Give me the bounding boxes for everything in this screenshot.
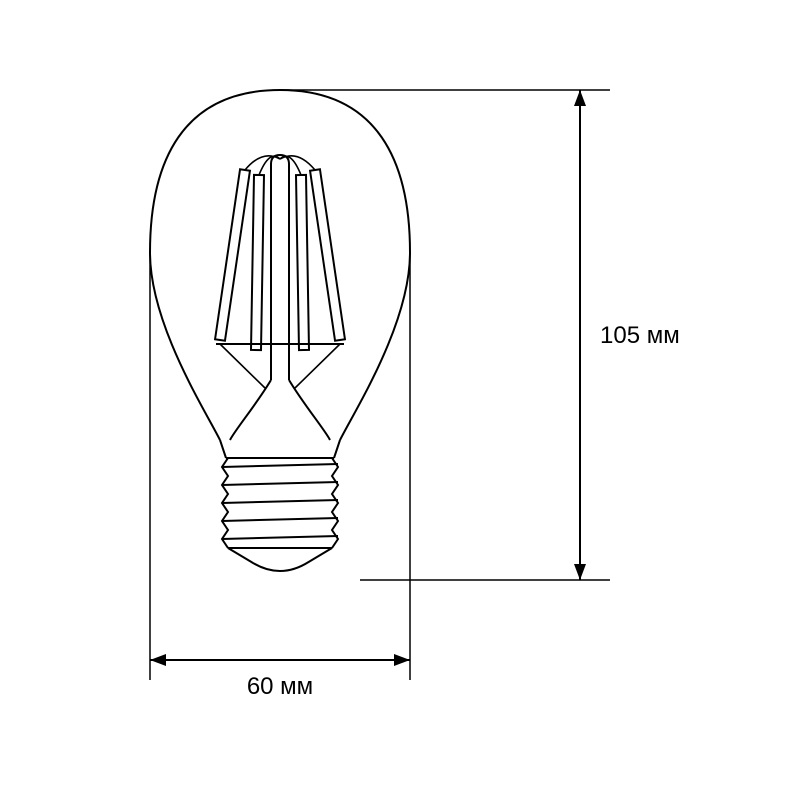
- filament-support-wire: [259, 156, 280, 175]
- filament-rod-inner-right: [296, 175, 309, 350]
- stem-flare-right: [289, 380, 330, 440]
- stem-flare-left: [230, 380, 271, 440]
- screw-thread: [222, 500, 338, 503]
- filament-rod-inner-left: [251, 175, 264, 350]
- bulb-technical-drawing: 105 мм 60 мм: [0, 0, 800, 800]
- dim-label-width: 60 мм: [247, 673, 313, 700]
- screw-right: [332, 458, 338, 548]
- arrowhead-left: [150, 654, 166, 666]
- filament-stem: [271, 155, 289, 380]
- bulb-glass-right: [280, 90, 410, 440]
- screw-thread: [222, 518, 338, 521]
- filament-rod-outer-left: [215, 169, 250, 340]
- screw-tip: [228, 548, 332, 571]
- arrowhead-down: [574, 564, 586, 580]
- screw-thread: [222, 536, 338, 539]
- arrowhead-right: [394, 654, 410, 666]
- dim-label-height: 105 мм: [600, 322, 680, 349]
- arrowhead-up: [574, 90, 586, 106]
- collar-right: [334, 440, 340, 458]
- collar-left: [220, 440, 226, 458]
- screw-thread: [222, 464, 338, 467]
- screw-thread: [222, 482, 338, 485]
- filament-rod-outer-right: [310, 169, 345, 340]
- filament-support-wire: [280, 156, 301, 175]
- bulb-glass-left: [150, 90, 280, 440]
